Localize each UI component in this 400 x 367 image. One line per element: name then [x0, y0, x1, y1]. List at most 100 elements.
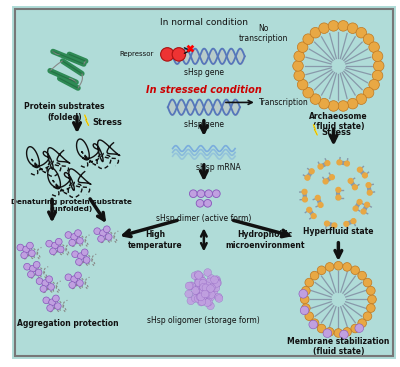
Circle shape — [47, 305, 54, 312]
Circle shape — [195, 276, 203, 284]
Circle shape — [191, 272, 199, 280]
Circle shape — [197, 285, 204, 292]
Text: In stressed condition: In stressed condition — [146, 85, 262, 95]
Circle shape — [187, 297, 195, 305]
Circle shape — [293, 61, 303, 71]
Circle shape — [83, 257, 90, 264]
Circle shape — [195, 272, 202, 279]
Circle shape — [318, 203, 323, 207]
Circle shape — [311, 214, 316, 218]
Circle shape — [199, 286, 207, 294]
Circle shape — [205, 190, 212, 197]
Circle shape — [200, 294, 207, 301]
Circle shape — [305, 278, 314, 287]
Circle shape — [356, 94, 366, 105]
Circle shape — [71, 276, 78, 283]
Circle shape — [197, 293, 205, 301]
Circle shape — [192, 287, 200, 294]
Circle shape — [196, 277, 204, 285]
Circle shape — [204, 288, 212, 295]
Circle shape — [323, 179, 328, 184]
Circle shape — [48, 284, 54, 290]
Circle shape — [367, 190, 372, 195]
Circle shape — [340, 330, 348, 339]
Circle shape — [196, 273, 204, 280]
Circle shape — [100, 230, 106, 236]
Circle shape — [317, 324, 326, 333]
Circle shape — [202, 290, 210, 298]
Circle shape — [310, 271, 319, 280]
Circle shape — [203, 287, 211, 295]
Circle shape — [374, 61, 384, 71]
Circle shape — [212, 190, 220, 197]
Circle shape — [94, 228, 100, 235]
Circle shape — [207, 293, 215, 301]
Circle shape — [196, 283, 203, 291]
Circle shape — [197, 190, 205, 197]
Circle shape — [199, 287, 206, 295]
Circle shape — [196, 274, 203, 282]
Circle shape — [334, 261, 343, 270]
Circle shape — [161, 48, 174, 61]
Circle shape — [201, 289, 208, 297]
Circle shape — [369, 79, 379, 90]
Circle shape — [65, 232, 72, 239]
Circle shape — [28, 271, 34, 278]
Circle shape — [372, 70, 383, 81]
Circle shape — [325, 262, 334, 271]
Circle shape — [201, 287, 209, 295]
Text: Membrane stabilization
(fluid state): Membrane stabilization (fluid state) — [287, 337, 390, 356]
Circle shape — [208, 284, 215, 291]
Circle shape — [207, 285, 214, 292]
Text: Protein substrates
(folded): Protein substrates (folded) — [24, 102, 105, 122]
Circle shape — [199, 279, 207, 287]
Circle shape — [194, 277, 202, 285]
Circle shape — [193, 291, 200, 298]
Circle shape — [196, 200, 204, 207]
Circle shape — [204, 200, 212, 207]
Circle shape — [205, 298, 212, 306]
Circle shape — [200, 283, 208, 291]
Circle shape — [196, 293, 204, 301]
Circle shape — [24, 264, 30, 270]
Circle shape — [185, 290, 192, 298]
Circle shape — [17, 244, 24, 251]
Circle shape — [305, 175, 310, 180]
Circle shape — [363, 34, 374, 44]
Circle shape — [208, 287, 216, 295]
Circle shape — [351, 219, 356, 224]
Circle shape — [198, 286, 206, 294]
Circle shape — [325, 328, 334, 336]
Text: sHsp mRNA: sHsp mRNA — [196, 163, 241, 172]
Circle shape — [201, 286, 209, 294]
Circle shape — [200, 283, 207, 291]
Circle shape — [338, 101, 348, 111]
Circle shape — [297, 42, 308, 52]
Circle shape — [201, 290, 209, 297]
Polygon shape — [313, 124, 317, 135]
Text: Transcription: Transcription — [259, 98, 308, 107]
Circle shape — [343, 262, 351, 271]
Text: Stress: Stress — [92, 118, 122, 127]
Circle shape — [319, 98, 329, 109]
Circle shape — [352, 185, 357, 190]
Circle shape — [363, 278, 372, 287]
Circle shape — [294, 70, 304, 81]
Circle shape — [337, 160, 342, 165]
Circle shape — [194, 287, 201, 294]
Circle shape — [300, 306, 309, 315]
Circle shape — [42, 280, 49, 286]
Circle shape — [214, 293, 222, 301]
Circle shape — [347, 98, 358, 109]
Circle shape — [328, 101, 339, 111]
Circle shape — [43, 297, 50, 304]
Circle shape — [336, 188, 341, 192]
Circle shape — [198, 277, 206, 285]
Circle shape — [211, 276, 218, 284]
Circle shape — [309, 320, 318, 329]
Circle shape — [46, 240, 52, 247]
Circle shape — [50, 248, 56, 255]
Circle shape — [72, 251, 78, 258]
Circle shape — [194, 271, 202, 278]
Circle shape — [57, 246, 64, 253]
